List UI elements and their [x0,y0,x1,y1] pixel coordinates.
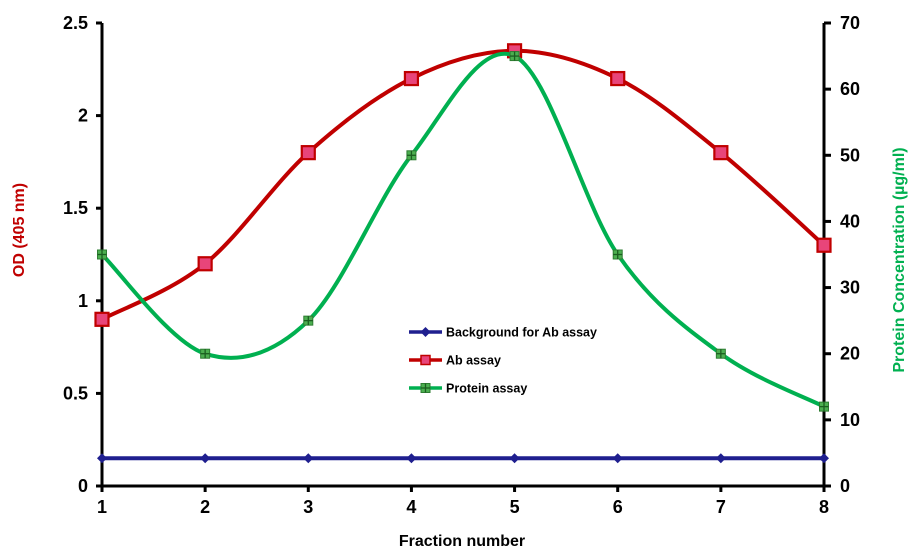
y-tick-label: 0 [78,476,88,496]
data-point [610,70,626,87]
legend: Background for Ab assay Ab assay Protein a… [409,326,597,396]
series-1 [94,43,832,327]
series-0 [97,453,829,464]
y-tick-label: 2.5 [63,13,88,33]
data-point [406,150,417,161]
data-point [713,145,729,161]
series-line [100,48,826,322]
x-tick-label: 3 [303,497,313,517]
data-point [612,453,623,464]
data-point [300,145,316,161]
data-point [406,453,417,464]
legend-label: Ab assay [446,354,501,368]
y2-tick-label: 60 [840,79,860,99]
data-point [819,453,829,464]
data-point [97,453,107,464]
data-point [303,453,314,464]
y-tick-label: 1.5 [63,198,88,218]
legend-marker [420,327,431,337]
data-point [612,249,623,260]
axes: 0 0.5 1 1.5 2 2.5 0 10 20 30 40 50 60 70 1 2 3 4 5 6 7 8 [63,13,860,517]
data-point [303,315,314,326]
y-tick-label: 2 [78,106,88,126]
y2-tick-label: 50 [840,145,860,165]
y2-tick-label: 10 [840,410,860,430]
series-line [100,51,826,409]
legend-marker [420,354,431,366]
legend-marker [420,383,431,393]
x-tick-label: 2 [200,497,210,517]
data-point [403,70,420,87]
y2-tick-label: 70 [840,13,860,33]
y2-axis-title: Protein Concentration (µg/ml) [891,147,908,372]
legend-entry: Ab assay [409,354,501,368]
y2-tick-label: 20 [840,344,860,364]
data-point [200,453,211,464]
data-point [197,256,213,272]
legend-entry: Background for Ab assay [409,326,597,340]
y2-tick-label: 30 [840,278,860,298]
data-point [94,311,110,327]
x-tick-label: 6 [613,497,623,517]
x-tick-label: 5 [510,497,520,517]
y-tick-label: 1 [78,291,88,311]
legend-label: Protein assay [446,382,527,396]
legend-entry: Protein assay [409,382,527,396]
x-axis-title: Fraction number [399,533,525,550]
legend-label: Background for Ab assay [446,326,597,340]
y2-tick-label: 40 [840,211,860,231]
data-point [509,51,520,62]
x-tick-label: 1 [97,497,107,517]
data-point [509,453,520,464]
data-point [715,453,726,464]
y2-tick-label: 0 [840,476,850,496]
series-layer [94,43,832,464]
data-point [200,348,211,359]
data-point [715,348,726,359]
data-point [816,237,832,253]
data-point [97,249,107,260]
series-2 [97,51,829,412]
data-point [819,401,829,412]
y-axis-title: OD (405 nm) [11,183,28,277]
x-tick-label: 7 [716,497,726,517]
x-tick-label: 8 [819,497,829,517]
x-tick-label: 4 [406,497,416,517]
y-tick-label: 0.5 [63,383,88,403]
